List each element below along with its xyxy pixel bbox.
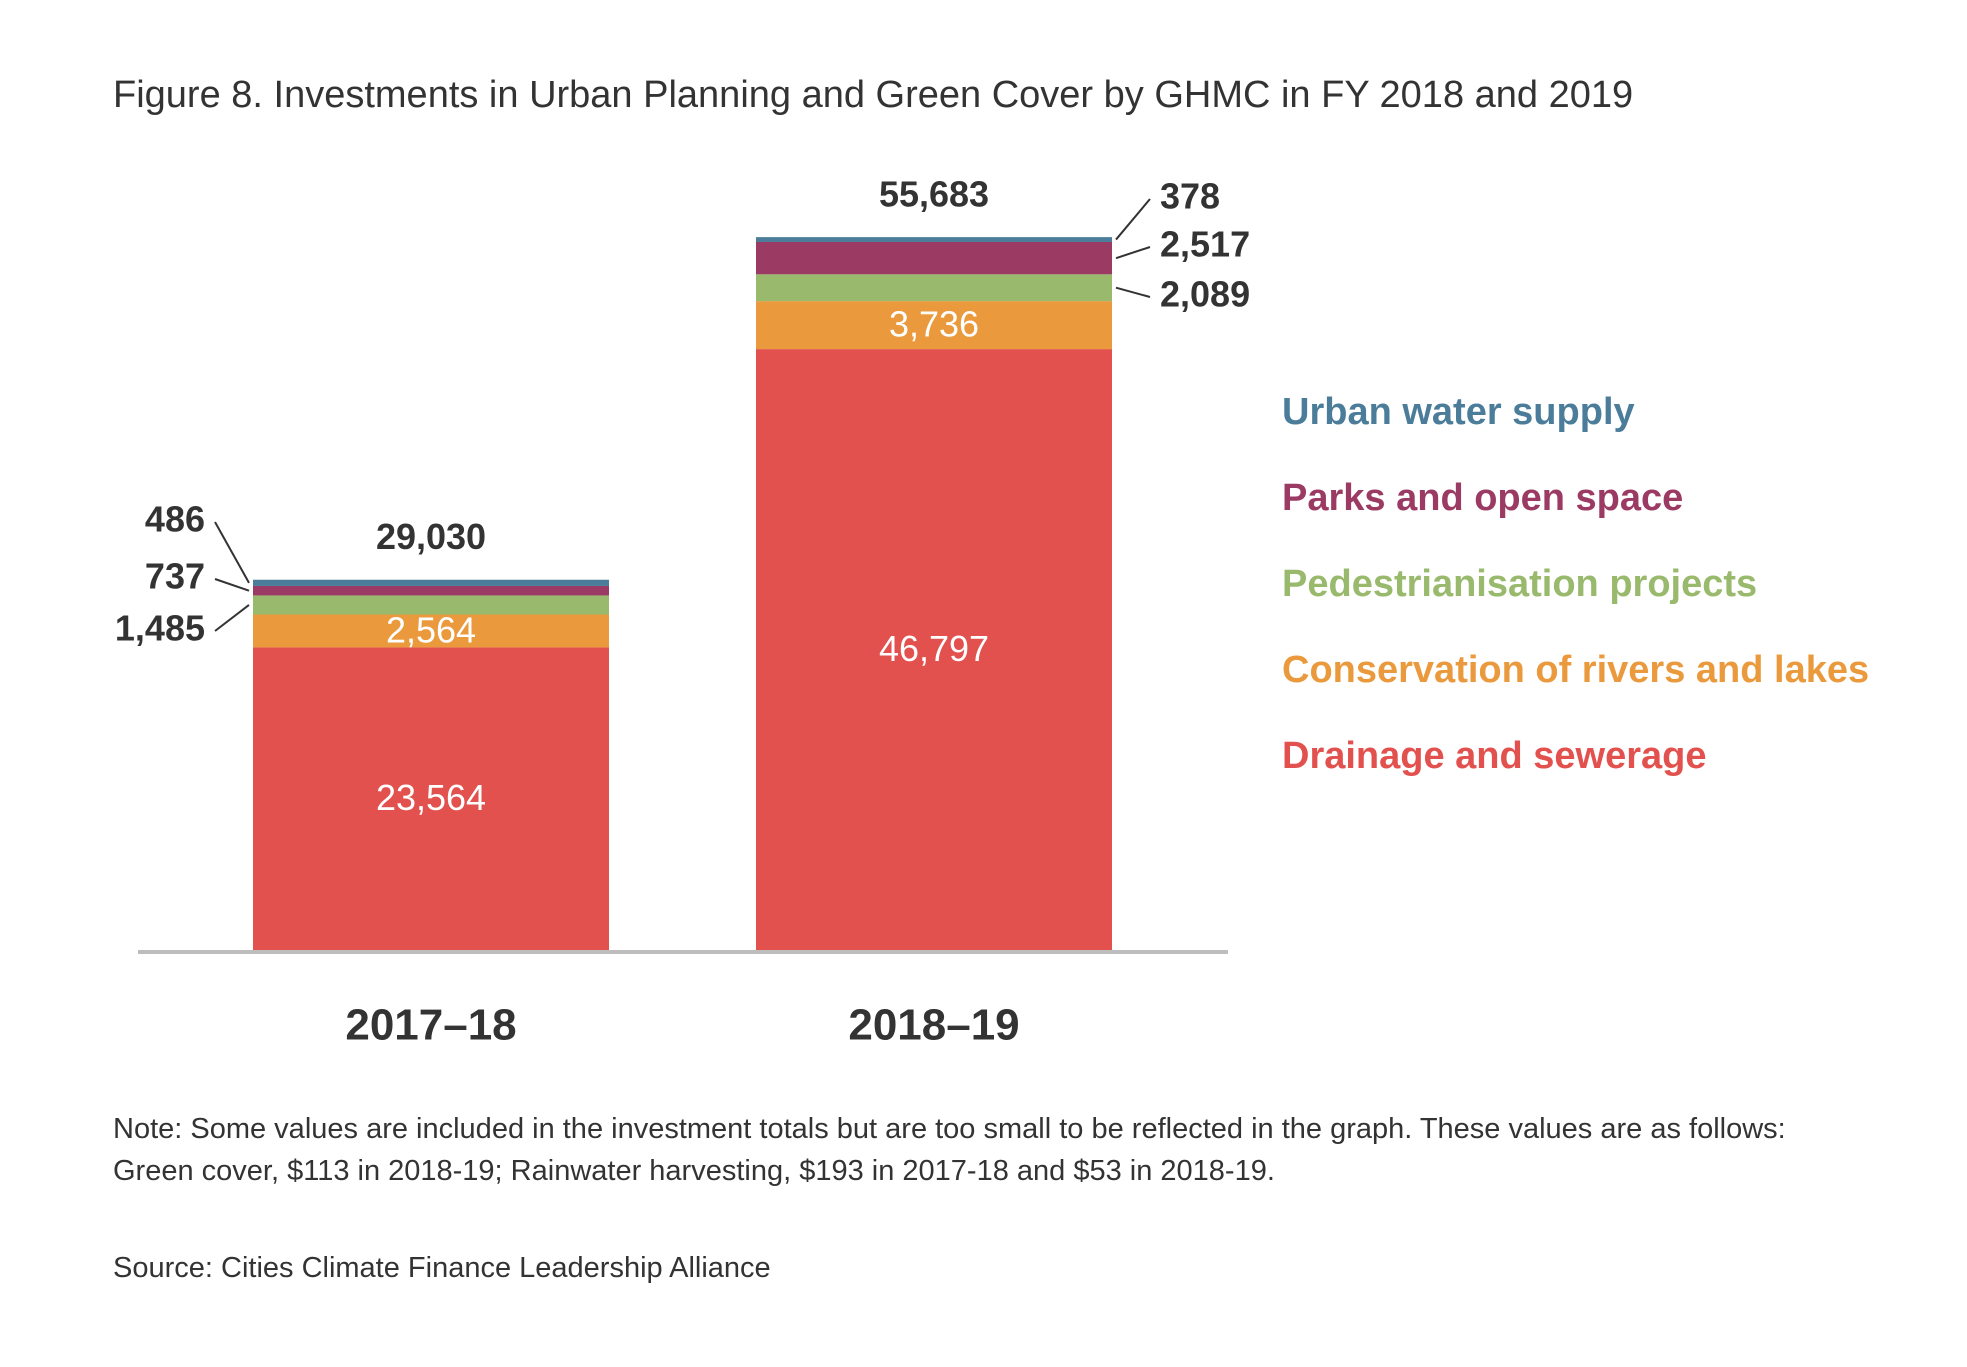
leader-line-parks-and-open-space-1	[1115, 246, 1151, 260]
chart-title: Figure 8. Investments in Urban Planning …	[113, 74, 1634, 116]
data-label-urban-water-supply-0: 486	[145, 499, 205, 540]
bars-layer	[253, 237, 1112, 950]
leader-line-pedestrianisation-projects-1	[1115, 286, 1151, 298]
bar-segment-drainage-and-sewerage-1	[756, 349, 1112, 950]
x-tick-label-1: 2018–19	[848, 1001, 1019, 1050]
data-label-conservation-of-rivers-and-lakes-1: 3,736	[889, 304, 979, 345]
leader-line-parks-and-open-space-0	[214, 578, 250, 592]
x-tick-label-0: 2017–18	[345, 1001, 516, 1050]
leader-line-urban-water-supply-1	[1115, 198, 1151, 241]
legend-item-parks-and-open-space: Parks and open space	[1282, 477, 1683, 519]
data-label-pedestrianisation-projects-1: 2,089	[1160, 274, 1250, 315]
bar-segment-conservation-of-rivers-and-lakes-1	[756, 301, 1112, 350]
labels-layer: 23,564 2,564 46,797 3,736 29,030 55,683 486 378…	[115, 174, 1250, 1050]
source-note: Source: Cities Climate Finance Leadershi…	[113, 1252, 771, 1284]
leader-line-pedestrianisation-projects-0	[214, 604, 250, 632]
legend-item-pedestrianisation-projects: Pedestrianisation projects	[1282, 563, 1757, 605]
bar-segment-conservation-of-rivers-and-lakes-0	[253, 614, 609, 648]
total-label-1: 55,683	[879, 174, 989, 215]
leader-lines-layer	[214, 198, 1151, 632]
leader-line-urban-water-supply-0	[214, 521, 250, 584]
legend: Urban water supply Parks and open space Pe…	[1282, 391, 1869, 777]
data-label-parks-and-open-space-0: 737	[145, 556, 205, 597]
data-label-drainage-and-sewerage-1: 46,797	[879, 628, 989, 669]
total-label-0: 29,030	[376, 516, 486, 557]
bar-segment-pedestrianisation-projects-1	[756, 274, 1112, 302]
legend-item-urban-water-supply: Urban water supply	[1282, 391, 1635, 433]
data-label-conservation-of-rivers-and-lakes-0: 2,564	[386, 609, 476, 650]
data-label-drainage-and-sewerage-0: 23,564	[376, 777, 486, 818]
footnote: Note: Some values are included in the in…	[113, 1113, 1786, 1187]
bar-segment-parks-and-open-space-0	[253, 585, 609, 596]
bar-segment-urban-water-supply-1	[756, 237, 1112, 242]
data-label-parks-and-open-space-1: 2,517	[1160, 224, 1250, 265]
bar-segment-urban-water-supply-0	[253, 579, 609, 586]
bar-segment-pedestrianisation-projects-0	[253, 595, 609, 615]
bar-segment-drainage-and-sewerage-0	[253, 647, 609, 950]
data-label-pedestrianisation-projects-0: 1,485	[115, 608, 205, 649]
legend-item-drainage-and-sewerage: Drainage and sewerage	[1282, 735, 1707, 777]
bar-segment-parks-and-open-space-1	[756, 241, 1112, 275]
legend-item-conservation-of-rivers-and-lakes: Conservation of rivers and lakes	[1282, 649, 1869, 691]
data-label-urban-water-supply-1: 378	[1160, 176, 1220, 217]
